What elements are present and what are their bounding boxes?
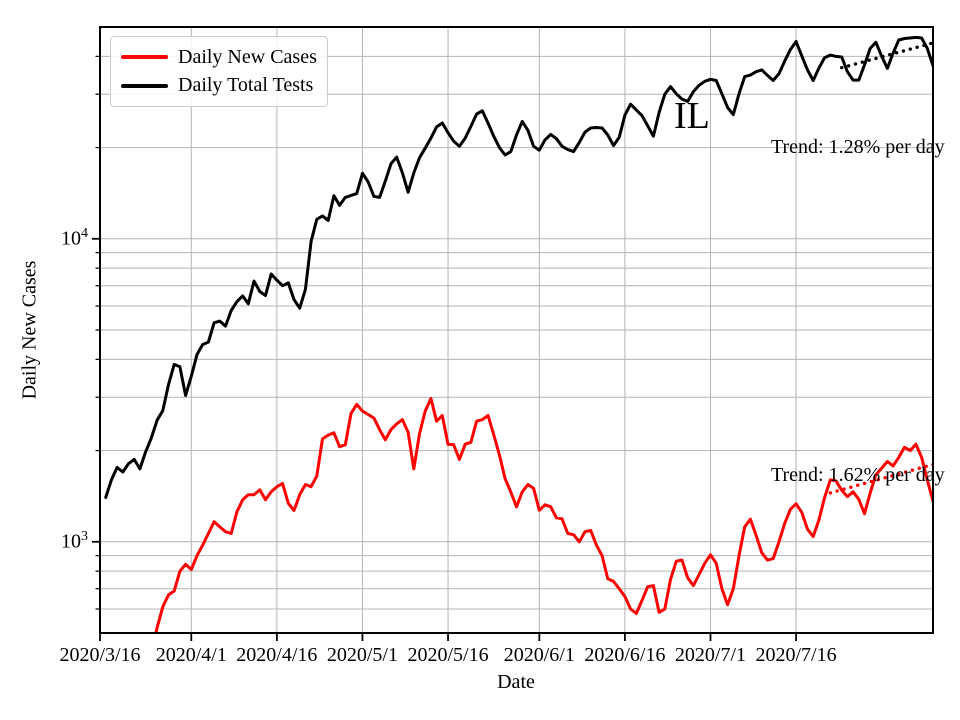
- x-tick-label: 2020/3/16: [59, 644, 141, 666]
- state-annotation: IL: [674, 95, 710, 137]
- x-tick-label: 2020/4/16: [236, 644, 318, 666]
- x-tick-label: 2020/4/1: [155, 644, 227, 666]
- legend: Daily New Cases Daily Total Tests: [110, 36, 328, 107]
- x-axis-label: Date: [497, 671, 535, 693]
- cases-line-swatch: [121, 55, 168, 60]
- legend-label-cases: Daily New Cases: [178, 45, 317, 68]
- y-tick-exponent: 3: [81, 529, 88, 544]
- x-tick-label: 2020/5/1: [326, 644, 398, 666]
- y-tick-exponent: 4: [81, 226, 88, 241]
- cases-trend-label: Trend: 1.62% per day: [771, 464, 945, 486]
- x-tick-label: 2020/5/16: [407, 644, 489, 666]
- legend-item-tests: Daily Total Tests: [121, 74, 321, 97]
- tests-trend-label: Trend: 1.28% per day: [771, 136, 945, 158]
- y-axis-label: Daily New Cases: [18, 260, 41, 400]
- x-tick-label: 2020/7/1: [674, 644, 747, 666]
- y-tick-label-10e3: 103: [18, 529, 88, 553]
- legend-label-tests: Daily Total Tests: [178, 74, 314, 97]
- x-tick-label: 2020/6/1: [503, 644, 575, 666]
- tests-line-swatch: [121, 83, 168, 88]
- y-tick-base: 10: [61, 227, 81, 250]
- y-tick-label-10e4: 104: [18, 226, 88, 250]
- x-tick-label: 2020/7/16: [755, 644, 837, 666]
- x-tick-label: 2020/6/16: [584, 644, 666, 666]
- y-tick-base: 10: [61, 530, 81, 553]
- legend-item-cases: Daily New Cases: [121, 46, 321, 69]
